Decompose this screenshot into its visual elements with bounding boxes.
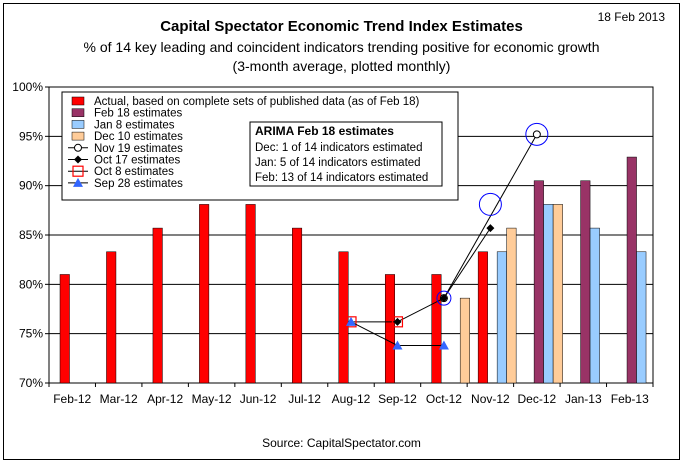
y-tick-label: 100% bbox=[12, 80, 43, 94]
x-tick-label: Sep-12 bbox=[378, 392, 417, 406]
chart-source: Source: CapitalSpectator.com bbox=[262, 436, 421, 450]
legend-label-oct17: Oct 17 estimates bbox=[94, 155, 181, 167]
legend-label-dec10: Dec 10 estimates bbox=[94, 131, 183, 143]
bar-actual bbox=[152, 227, 163, 384]
legend-label-nov19: Nov 19 estimates bbox=[94, 143, 183, 155]
marker-square bbox=[72, 165, 84, 177]
x-tick-label: May-12 bbox=[192, 392, 232, 406]
marker-diamond bbox=[74, 155, 82, 164]
marker-triangle bbox=[392, 340, 403, 350]
x-tick-label: Dec-12 bbox=[518, 392, 557, 406]
bar-actual bbox=[477, 251, 488, 384]
marker-circle bbox=[74, 143, 82, 152]
marker-square bbox=[391, 316, 404, 328]
line-nov19 bbox=[443, 134, 538, 299]
bar-feb18 bbox=[533, 180, 544, 384]
y-tick-label: 85% bbox=[19, 228, 43, 242]
highlight-circle bbox=[436, 290, 452, 306]
x-tick-label: Jan-13 bbox=[565, 392, 602, 406]
y-tick-label: 95% bbox=[19, 129, 43, 143]
plot-border bbox=[48, 86, 654, 384]
bar-actual bbox=[245, 204, 256, 384]
legend-swatch-dec10 bbox=[71, 131, 85, 141]
legend-swatch-feb18 bbox=[71, 108, 85, 117]
bar-actual bbox=[292, 227, 303, 384]
bar-feb18 bbox=[580, 180, 591, 384]
legend-label-jan8: Jan 8 estimates bbox=[94, 119, 175, 131]
marker-triangle bbox=[346, 316, 356, 326]
highlight-circle bbox=[525, 122, 549, 146]
marker-circle bbox=[532, 130, 541, 139]
legend-swatch-jan8 bbox=[71, 120, 85, 129]
highlight-circle bbox=[478, 192, 502, 216]
y-tick-label: 75% bbox=[19, 327, 43, 341]
bar-jan8 bbox=[589, 227, 600, 384]
x-tick-label: Oct-12 bbox=[426, 392, 462, 406]
marker-triangle bbox=[438, 340, 449, 350]
x-tick-label: Jun-12 bbox=[240, 392, 277, 406]
marker-diamond bbox=[439, 294, 448, 303]
x-tick-label: Jul-12 bbox=[288, 392, 321, 406]
legend-label-actual: Actual, based on complete sets of publis… bbox=[94, 96, 420, 108]
x-tick-label: Nov-12 bbox=[471, 392, 510, 406]
bar-actual bbox=[59, 274, 70, 384]
bar-dec10 bbox=[506, 227, 517, 384]
bar-dec10 bbox=[459, 297, 470, 384]
chart-title: Capital Spectator Economic Trend Index E… bbox=[160, 18, 523, 35]
legend-label-oct8: Oct 8 estimates bbox=[94, 166, 174, 178]
bar-actual bbox=[106, 251, 117, 384]
y-tick-label: 70% bbox=[19, 376, 43, 390]
annotation-line: Jan: 5 of 14 indicators estimated bbox=[255, 157, 421, 169]
bar-actual bbox=[384, 274, 395, 384]
x-tick-label: Feb-13 bbox=[611, 392, 649, 406]
bar-actual bbox=[199, 204, 210, 384]
x-tick-label: Feb-12 bbox=[53, 392, 91, 406]
chart-date: 18 Feb 2013 bbox=[597, 10, 665, 24]
legend-label-sep28: Sep 28 estimates bbox=[94, 178, 183, 190]
legend-swatch-actual bbox=[71, 96, 85, 106]
x-tick-label: Mar-12 bbox=[100, 392, 138, 406]
bar-jan8 bbox=[496, 251, 507, 384]
marker-triangle bbox=[73, 177, 83, 187]
chart-subtitle-line2: (3-month average, plotted monthly) bbox=[232, 58, 451, 74]
annotation-title: ARIMA Feb 18 estimates bbox=[255, 124, 394, 138]
bar-jan8 bbox=[636, 251, 647, 384]
bar-feb18 bbox=[626, 156, 637, 384]
annotation-box bbox=[249, 121, 443, 187]
y-tick-label: 90% bbox=[19, 179, 43, 193]
chart-subtitle-line1: % of 14 key leading and coincident indic… bbox=[83, 39, 600, 55]
marker-diamond bbox=[486, 224, 495, 233]
y-tick-label: 80% bbox=[19, 277, 43, 291]
annotation-line: Feb: 13 of 14 indicators estimated bbox=[255, 172, 428, 184]
x-tick-label: Apr-12 bbox=[147, 392, 183, 406]
bar-actual bbox=[431, 274, 442, 384]
bar-dec10 bbox=[552, 204, 563, 384]
legend-label-feb18: Feb 18 estimates bbox=[94, 108, 182, 120]
x-tick-label: Aug-12 bbox=[332, 392, 371, 406]
annotation-line: Dec: 1 of 14 indicators estimated bbox=[255, 142, 422, 154]
bar-jan8 bbox=[543, 204, 554, 384]
